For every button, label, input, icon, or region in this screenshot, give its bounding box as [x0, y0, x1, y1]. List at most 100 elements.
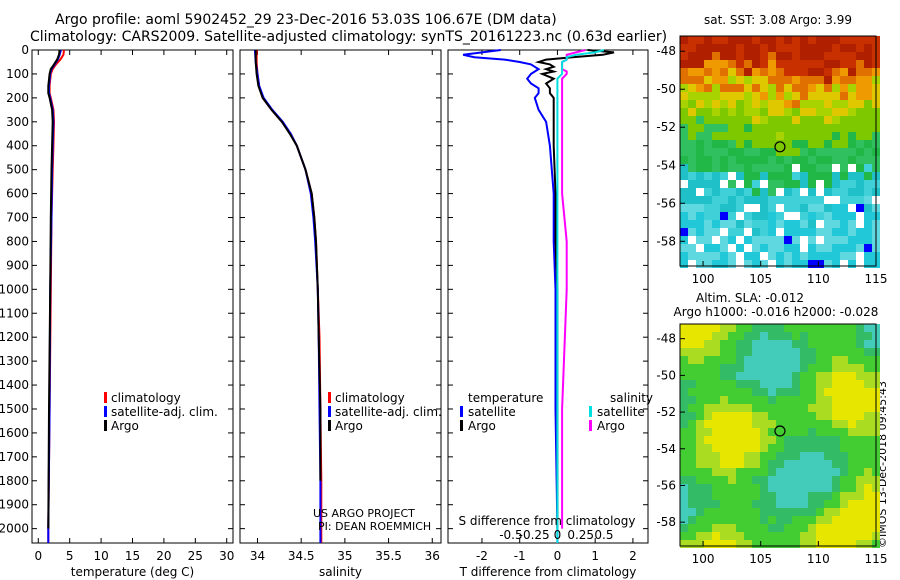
- map-cell: [712, 516, 720, 524]
- map-cell: [808, 172, 816, 180]
- map-cell: [848, 124, 856, 132]
- map-cell: [752, 332, 760, 340]
- map-cell: [704, 476, 712, 484]
- map-cell: [736, 260, 744, 268]
- map-cell: [848, 244, 856, 252]
- map-cell: [848, 508, 856, 516]
- x-tick-label: 105: [749, 552, 772, 566]
- map-cell: [808, 36, 816, 44]
- map-cell: [824, 124, 832, 132]
- map-cell: [736, 132, 744, 140]
- map-cell: [824, 340, 832, 348]
- map-cell: [832, 228, 840, 236]
- map-cell: [696, 460, 704, 468]
- map-cell: [856, 476, 864, 484]
- map-cell: [840, 44, 848, 52]
- y-tick-label: -56: [656, 196, 676, 210]
- map-cell: [720, 476, 728, 484]
- map-cell: [744, 412, 752, 420]
- map-cell: [736, 420, 744, 428]
- map-cell: [792, 364, 800, 372]
- map-cell: [808, 532, 816, 540]
- map-cell: [680, 524, 688, 532]
- map-cell: [776, 204, 784, 212]
- map-cell: [856, 228, 864, 236]
- map-cell: [808, 140, 816, 148]
- map-cell: [864, 340, 872, 348]
- map-cell: [680, 212, 688, 220]
- map-cell: [808, 492, 816, 500]
- map-cell: [840, 100, 848, 108]
- legend-label: satellite-adj. clim.: [111, 405, 218, 419]
- map-cell: [768, 116, 776, 124]
- map-cell: [736, 500, 744, 508]
- map-cell: [696, 124, 704, 132]
- map-cell: [688, 500, 696, 508]
- map-cell: [824, 436, 832, 444]
- map-cell: [864, 348, 872, 356]
- map-cell: [768, 196, 776, 204]
- map-cell: [792, 324, 800, 332]
- map-cell: [808, 452, 816, 460]
- map-cell: [856, 220, 864, 228]
- map-cell: [800, 372, 808, 380]
- y-tick-label: 800: [6, 234, 29, 248]
- y-tick-label: 1600: [0, 426, 29, 440]
- map-cell: [688, 244, 696, 252]
- map-cell: [792, 508, 800, 516]
- map-cell: [736, 388, 744, 396]
- map-cell: [704, 388, 712, 396]
- map-cell: [824, 388, 832, 396]
- map-cell: [848, 460, 856, 468]
- map-cell: [752, 508, 760, 516]
- map-cell: [696, 452, 704, 460]
- map-cell: [776, 412, 784, 420]
- map-cell: [792, 124, 800, 132]
- map-cell: [680, 476, 688, 484]
- map-cell: [728, 164, 736, 172]
- map-cell: [712, 172, 720, 180]
- map-cell: [792, 236, 800, 244]
- map-cell: [808, 236, 816, 244]
- map-cell: [776, 516, 784, 524]
- map-cell: [792, 428, 800, 436]
- map-cell: [808, 332, 816, 340]
- map-cell: [824, 324, 832, 332]
- map-cell: [784, 116, 792, 124]
- map-cell: [800, 468, 808, 476]
- map-cell: [728, 460, 736, 468]
- map-cell: [680, 188, 688, 196]
- map-cell: [720, 356, 728, 364]
- map-cell: [720, 60, 728, 68]
- map-cell: [848, 444, 856, 452]
- map-cell: [856, 340, 864, 348]
- map-cell: [688, 212, 696, 220]
- map-cell: [736, 108, 744, 116]
- map-cell: [816, 244, 824, 252]
- map-cell: [816, 372, 824, 380]
- map-cell: [784, 388, 792, 396]
- x-tick-label: 0: [34, 549, 42, 563]
- map-cell: [824, 332, 832, 340]
- map-cell: [696, 236, 704, 244]
- map-cell: [736, 460, 744, 468]
- s-tick-label: -0.5: [499, 528, 522, 542]
- map-cell: [712, 540, 720, 548]
- map-cell: [768, 132, 776, 140]
- map-cell: [696, 500, 704, 508]
- map-cell: [776, 188, 784, 196]
- map-cell: [760, 540, 768, 548]
- map-cell: [840, 404, 848, 412]
- map-cell: [816, 172, 824, 180]
- map-cell: [808, 92, 816, 100]
- map-cell: [792, 196, 800, 204]
- map-cell: [856, 540, 864, 548]
- map-cell: [776, 444, 784, 452]
- map-cell: [752, 452, 760, 460]
- map-cell: [800, 204, 808, 212]
- map-cell: [832, 92, 840, 100]
- map-cell: [752, 500, 760, 508]
- map-cell: [824, 44, 832, 52]
- map-cell: [680, 36, 688, 44]
- map-cell: [760, 76, 768, 84]
